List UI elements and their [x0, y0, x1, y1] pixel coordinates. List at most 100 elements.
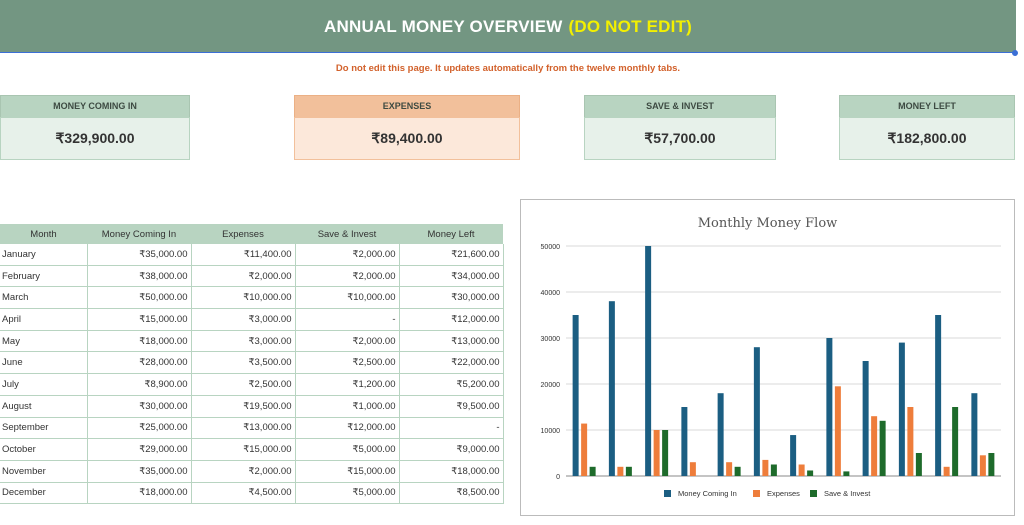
column-header[interactable]: Money Left [399, 224, 503, 244]
amount-cell[interactable]: ₹15,000.00 [87, 308, 192, 331]
amount-cell[interactable]: ₹3,000.00 [191, 308, 296, 331]
amount-cell[interactable]: ₹9,500.00 [399, 395, 504, 418]
bar [988, 453, 995, 476]
amount-cell[interactable]: ₹12,000.00 [399, 308, 504, 331]
amount-cell[interactable]: ₹15,000.00 [295, 460, 400, 483]
amount-cell[interactable]: ₹22,000.00 [399, 351, 504, 375]
chart-plot: 0 10000 20000 30000 40000 50000 Money Coming I… [541, 244, 1001, 498]
bar [762, 459, 769, 476]
amount-cell[interactable]: ₹30,000.00 [399, 286, 504, 310]
table-row: April ₹15,000.00 ₹3,000.00- ₹12,000.00 [0, 308, 504, 331]
amount-cell[interactable]: ₹8,900.00 [87, 373, 192, 396]
month-cell[interactable]: August [0, 395, 88, 418]
bar [681, 407, 688, 476]
bar [935, 315, 942, 476]
amount-cell[interactable]: ₹10,000.00 [191, 286, 296, 310]
bar [907, 407, 914, 476]
selection-handle[interactable] [1012, 50, 1018, 56]
amount-cell[interactable]: ₹18,000.00 [87, 482, 192, 505]
amount-cell[interactable]: ₹2,000.00 [295, 265, 400, 288]
column-header[interactable]: Save & Invest [295, 224, 399, 244]
month-cell[interactable]: October [0, 438, 88, 461]
amount-cell[interactable]: ₹5,200.00 [399, 373, 504, 396]
month-cell[interactable]: June [0, 351, 88, 375]
card-save-invest[interactable]: SAVE & INVEST ₹57,700.00 [584, 95, 776, 160]
amount-cell[interactable]: ₹1,000.00 [295, 395, 400, 418]
bar [572, 315, 579, 476]
column-header[interactable]: Expenses [191, 224, 295, 244]
card-money-left[interactable]: MONEY LEFT ₹182,800.00 [839, 95, 1015, 160]
amount-cell[interactable]: - [399, 417, 504, 440]
card-money-coming-in[interactable]: MONEY COMING IN ₹329,900.00 [0, 95, 190, 160]
month-cell[interactable]: March [0, 286, 88, 310]
amount-cell[interactable]: ₹21,600.00 [399, 244, 504, 266]
month-cell[interactable]: February [0, 265, 88, 288]
legend-swatch [810, 490, 817, 497]
month-cell[interactable]: September [0, 417, 88, 440]
card-value: ₹329,900.00 [0, 117, 190, 160]
amount-cell[interactable]: - [295, 308, 400, 331]
card-value: ₹57,700.00 [584, 117, 776, 160]
table-row: July ₹8,900.00 ₹2,500.00 ₹1,200.00 ₹5,200.00 [0, 373, 504, 396]
amount-cell[interactable]: ₹18,000.00 [399, 460, 504, 483]
table-header-row: Month Money Coming In Expenses Save & In… [0, 224, 503, 244]
amount-cell[interactable]: ₹2,000.00 [295, 330, 400, 353]
amount-cell[interactable]: ₹34,000.00 [399, 265, 504, 288]
amount-cell[interactable]: ₹2,000.00 [191, 265, 296, 288]
amount-cell[interactable]: ₹2,500.00 [295, 351, 400, 375]
month-cell[interactable]: January [0, 244, 88, 266]
amount-cell[interactable]: ₹13,000.00 [399, 330, 504, 353]
amount-cell[interactable]: ₹4,500.00 [191, 482, 296, 505]
amount-cell[interactable]: ₹18,000.00 [87, 330, 192, 353]
amount-cell[interactable]: ₹29,000.00 [87, 438, 192, 461]
column-header[interactable]: Month [0, 224, 87, 244]
column-header[interactable]: Money Coming In [87, 224, 191, 244]
amount-cell[interactable]: ₹35,000.00 [87, 460, 192, 483]
amount-cell[interactable]: ₹9,000.00 [399, 438, 504, 461]
bar [625, 466, 632, 476]
amount-cell[interactable]: ₹25,000.00 [87, 417, 192, 440]
monthly-money-flow-chart[interactable]: Monthly Money Flow 0 10000 20000 30000 40000… [520, 199, 1015, 516]
table-row: December ₹18,000.00 ₹4,500.00 ₹5,000.00 ₹8,5… [0, 482, 504, 505]
month-cell[interactable]: November [0, 460, 88, 483]
bar [979, 455, 986, 476]
amount-cell[interactable]: ₹3,000.00 [191, 330, 296, 353]
amount-cell[interactable]: ₹11,400.00 [191, 244, 296, 266]
amount-cell[interactable]: ₹8,500.00 [399, 482, 504, 505]
month-cell[interactable]: April [0, 308, 88, 331]
amount-cell[interactable]: ₹5,000.00 [295, 438, 400, 461]
amount-cell[interactable]: ₹13,000.00 [191, 417, 296, 440]
amount-cell[interactable]: ₹35,000.00 [87, 244, 192, 266]
month-cell[interactable]: July [0, 373, 88, 396]
amount-cell[interactable]: ₹28,000.00 [87, 351, 192, 375]
month-cell[interactable]: May [0, 330, 88, 353]
month-cell[interactable]: December [0, 482, 88, 505]
table-row: June ₹28,000.00 ₹3,500.00 ₹2,500.00 ₹22,000.… [0, 351, 504, 375]
card-expenses[interactable]: EXPENSES ₹89,400.00 [294, 95, 520, 160]
amount-cell[interactable]: ₹15,000.00 [191, 438, 296, 461]
bar [770, 464, 777, 476]
bar [581, 423, 588, 476]
amount-cell[interactable]: ₹10,000.00 [295, 286, 400, 310]
amount-cell[interactable]: ₹2,500.00 [191, 373, 296, 396]
amount-cell[interactable]: ₹38,000.00 [87, 265, 192, 288]
title-banner[interactable]: ANNUAL MONEY OVERVIEW (DO NOT EDIT) [0, 0, 1016, 53]
amount-cell[interactable]: ₹5,000.00 [295, 482, 400, 505]
amount-cell[interactable]: ₹50,000.00 [87, 286, 192, 310]
bar [826, 338, 833, 476]
table-row: March ₹50,000.00 ₹10,000.00 ₹10,000.00 ₹30,0… [0, 286, 504, 310]
do-not-edit-note: (DO NOT EDIT) [568, 16, 692, 36]
monthly-summary-table: Month Money Coming In Expenses Save & In… [0, 224, 504, 505]
amount-cell[interactable]: ₹2,000.00 [295, 244, 400, 266]
table-row: May ₹18,000.00 ₹3,000.00 ₹2,000.00 ₹13,000.0… [0, 330, 504, 353]
amount-cell[interactable]: ₹2,000.00 [191, 460, 296, 483]
legend-swatch [664, 490, 671, 497]
y-tick-label: 50000 [541, 244, 561, 251]
amount-cell[interactable]: ₹3,500.00 [191, 351, 296, 375]
amount-cell[interactable]: ₹1,200.00 [295, 373, 400, 396]
bar [653, 430, 660, 476]
bar [843, 471, 850, 476]
amount-cell[interactable]: ₹12,000.00 [295, 417, 400, 440]
amount-cell[interactable]: ₹19,500.00 [191, 395, 296, 418]
amount-cell[interactable]: ₹30,000.00 [87, 395, 192, 418]
